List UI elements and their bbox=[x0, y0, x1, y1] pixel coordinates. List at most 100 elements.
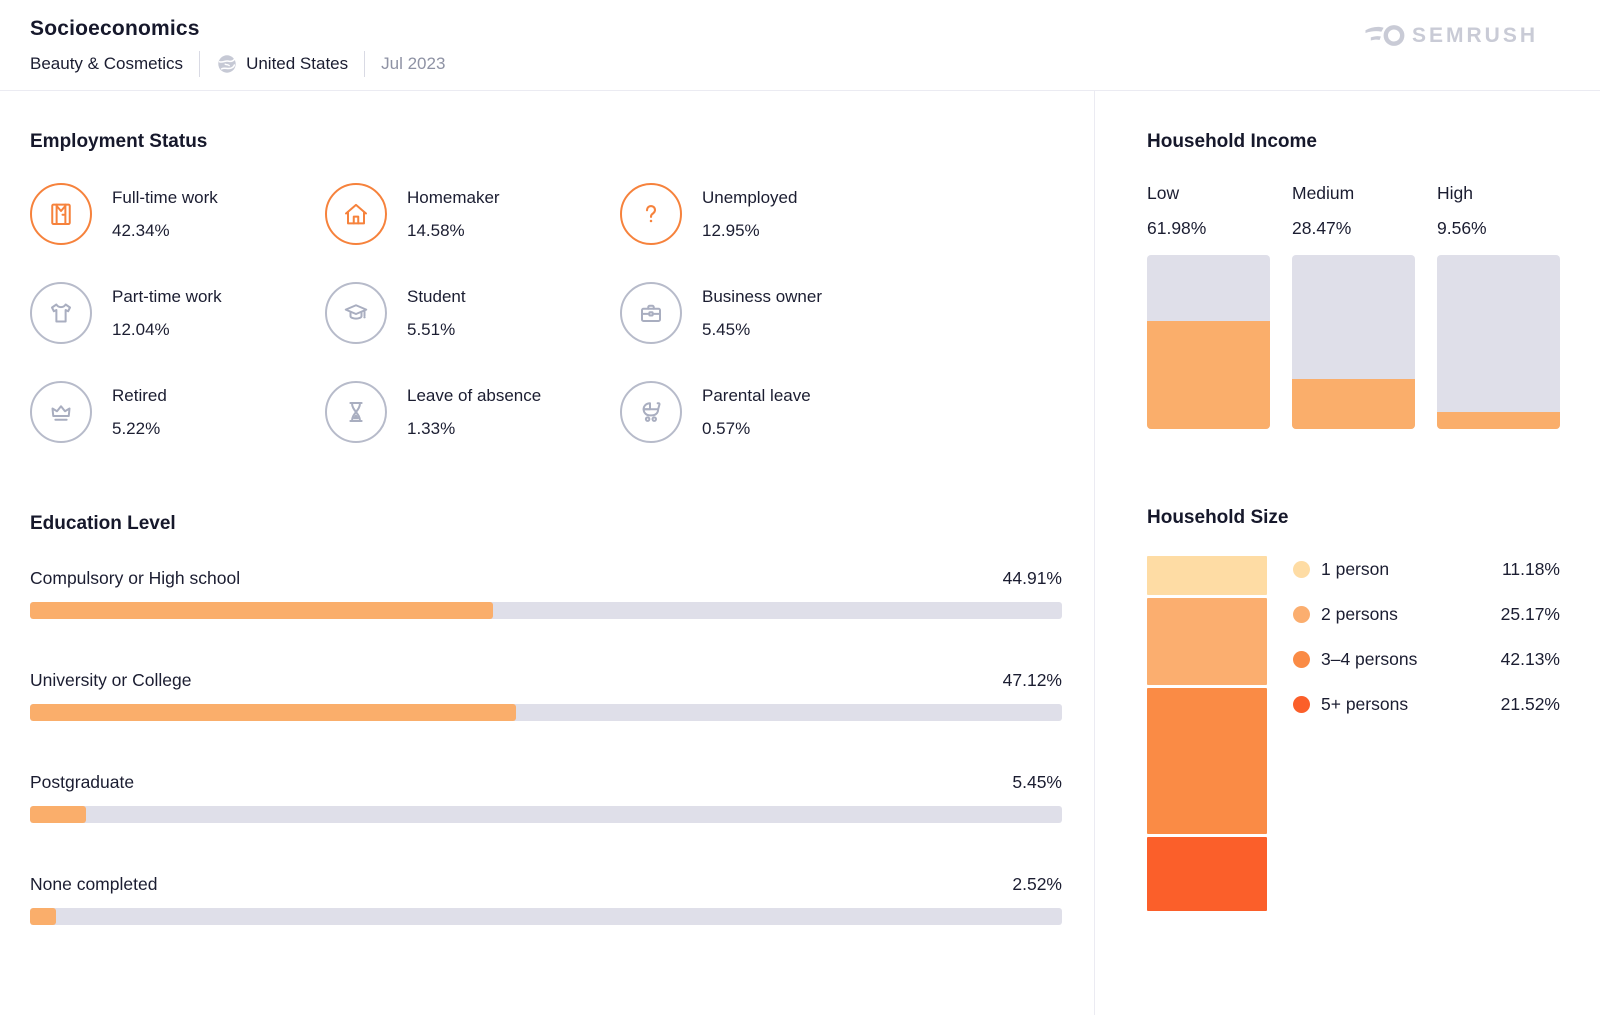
education-level-heading: Education Level bbox=[30, 513, 176, 534]
legend-item: 5+ persons 21.52% bbox=[1293, 694, 1560, 715]
employment-label: Full-time work bbox=[112, 187, 218, 207]
breadcrumb-period: Jul 2023 bbox=[381, 54, 446, 73]
income-value: 9.56% bbox=[1437, 218, 1487, 238]
legend-item: 2 persons 25.17% bbox=[1293, 604, 1560, 625]
education-label: University or College bbox=[30, 670, 192, 690]
legend-value: 11.18% bbox=[1501, 559, 1560, 579]
legend-dot-icon bbox=[1293, 561, 1310, 578]
employment-label: Parental leave bbox=[702, 385, 811, 405]
household-size-stacked-bar bbox=[1147, 556, 1267, 911]
semrush-wordmark: SEMRUSH bbox=[1411, 24, 1538, 47]
income-bar-track bbox=[1437, 255, 1560, 429]
employment-label: Retired bbox=[112, 385, 167, 405]
income-bar-fill bbox=[1292, 379, 1415, 429]
semrush-logo[interactable]: SEMRUSH bbox=[1365, 22, 1538, 50]
education-bar-fill bbox=[30, 602, 494, 619]
education-value: 2.52% bbox=[1012, 874, 1062, 894]
income-column-high: High 9.56% bbox=[1437, 181, 1560, 429]
legend-item: 3–4 persons 42.13% bbox=[1293, 649, 1560, 670]
right-pane: Household Income Low 61.98% Medium 28.47… bbox=[1095, 91, 1600, 1015]
briefcase-icon bbox=[620, 282, 682, 344]
legend-value: 21.52% bbox=[1500, 694, 1560, 714]
breadcrumb-region: United States bbox=[216, 53, 348, 75]
household-income-heading: Household Income bbox=[1147, 131, 1317, 152]
employment-item-leave-of-absence: Leave of absence 1.33% bbox=[325, 381, 620, 443]
income-bar-track bbox=[1292, 255, 1415, 429]
breadcrumb-category: Beauty & Cosmetics bbox=[30, 54, 184, 73]
employment-value: 5.22% bbox=[112, 418, 161, 438]
education-bar-track bbox=[30, 602, 1062, 619]
employment-label: Student bbox=[407, 286, 466, 306]
employment-value: 42.34% bbox=[112, 220, 170, 240]
legend-value: 42.13% bbox=[1500, 649, 1560, 669]
employment-item-retired: Retired 5.22% bbox=[30, 381, 325, 443]
employment-value: 12.95% bbox=[702, 220, 760, 240]
legend-label: 5+ persons bbox=[1321, 694, 1409, 714]
header: Socioeconomics Beauty & Cosmetics United… bbox=[0, 0, 1600, 91]
education-level-chart: Compulsory or High school 44.91% Univers… bbox=[30, 566, 1062, 925]
education-bar-fill bbox=[30, 908, 56, 925]
income-value: 28.47% bbox=[1292, 218, 1352, 238]
education-bar-fill bbox=[30, 704, 517, 721]
employment-value: 5.51% bbox=[407, 319, 456, 339]
income-bar-fill bbox=[1147, 321, 1270, 429]
education-bar-track bbox=[30, 704, 1062, 721]
education-bar-fill bbox=[30, 806, 87, 823]
employment-item-student: Student 5.51% bbox=[325, 282, 620, 344]
legend-label: 3–4 persons bbox=[1321, 649, 1418, 669]
education-value: 47.12% bbox=[1002, 670, 1062, 690]
education-bar-track bbox=[30, 806, 1062, 823]
size-segment-2-persons bbox=[1147, 597, 1267, 685]
employment-item-homemaker: Homemaker 14.58% bbox=[325, 183, 620, 245]
breadcrumb-region-label: United States bbox=[246, 54, 349, 73]
legend-dot-icon bbox=[1293, 696, 1310, 713]
legend-dot-icon bbox=[1293, 606, 1310, 623]
education-bar-track bbox=[30, 908, 1062, 925]
income-column-medium: Medium 28.47% bbox=[1292, 181, 1415, 429]
income-bar-track bbox=[1147, 255, 1270, 429]
education-row: University or College 47.12% bbox=[30, 668, 1062, 721]
breadcrumb-divider bbox=[364, 51, 366, 77]
legend-item: 1 person 11.18% bbox=[1293, 559, 1560, 580]
tshirt-icon bbox=[30, 282, 92, 344]
income-bar-fill bbox=[1437, 412, 1560, 429]
employment-item-parental-leave: Parental leave 0.57% bbox=[620, 381, 1062, 443]
income-label: High bbox=[1437, 183, 1473, 203]
breadcrumb-divider bbox=[199, 51, 201, 77]
legend-label: 1 person bbox=[1321, 559, 1390, 579]
employment-label: Homemaker bbox=[407, 187, 500, 207]
shirt-icon bbox=[30, 183, 92, 245]
employment-item-part-time: Part-time work 12.04% bbox=[30, 282, 325, 344]
stroller-icon bbox=[620, 381, 682, 443]
breadcrumb: Beauty & Cosmetics United States Jul 202… bbox=[30, 51, 1570, 77]
legend-label: 2 persons bbox=[1321, 604, 1398, 624]
employment-value: 12.04% bbox=[112, 319, 170, 339]
size-segment-3-4-persons bbox=[1147, 687, 1267, 834]
education-row: None completed 2.52% bbox=[30, 872, 1062, 925]
employment-label: Part-time work bbox=[112, 286, 222, 306]
semrush-flame-icon bbox=[1365, 25, 1405, 46]
size-segment-5-plus-persons bbox=[1147, 836, 1267, 911]
page-title: Socioeconomics bbox=[30, 17, 200, 40]
employment-label: Leave of absence bbox=[407, 385, 542, 405]
employment-label: Unemployed bbox=[702, 187, 798, 207]
education-row: Compulsory or High school 44.91% bbox=[30, 566, 1062, 619]
education-label: None completed bbox=[30, 874, 158, 894]
household-size-legend: 1 person 11.18% 2 persons 25.17% 3–4 per… bbox=[1293, 556, 1560, 911]
education-label: Postgraduate bbox=[30, 772, 135, 792]
employment-item-full-time: Full-time work 42.34% bbox=[30, 183, 325, 245]
hourglass-icon bbox=[325, 381, 387, 443]
income-column-low: Low 61.98% bbox=[1147, 181, 1270, 429]
income-value: 61.98% bbox=[1147, 218, 1207, 238]
education-value: 5.45% bbox=[1012, 772, 1062, 792]
report-body: Employment Status Full-time work 42.34% bbox=[0, 91, 1600, 1015]
income-label: Medium bbox=[1292, 183, 1355, 203]
legend-value: 25.17% bbox=[1500, 604, 1560, 624]
home-icon bbox=[325, 183, 387, 245]
employment-status-heading: Employment Status bbox=[30, 131, 208, 152]
employment-value: 0.57% bbox=[702, 418, 751, 438]
employment-label: Business owner bbox=[702, 286, 823, 306]
employment-status-grid: Full-time work 42.34% Homemaker 14.58% bbox=[30, 183, 1062, 443]
question-mark-icon bbox=[620, 183, 682, 245]
education-value: 44.91% bbox=[1002, 568, 1062, 588]
